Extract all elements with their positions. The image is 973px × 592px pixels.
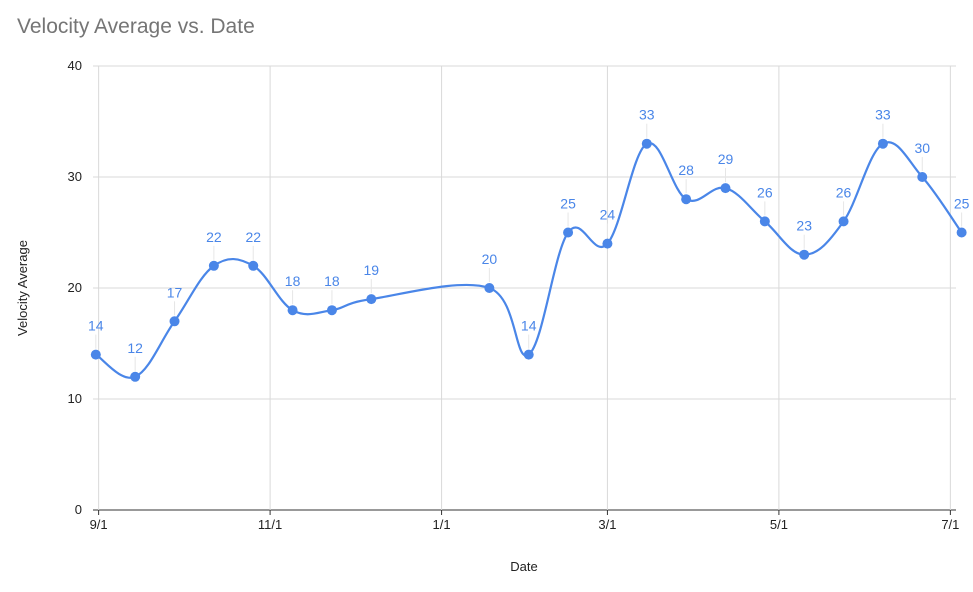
data-point — [208, 260, 219, 271]
data-label: 28 — [678, 162, 694, 178]
data-point — [90, 349, 101, 360]
y-tick-label: 10 — [68, 391, 82, 406]
data-point — [877, 138, 888, 149]
data-point — [484, 283, 495, 293]
data-label: 26 — [757, 184, 773, 200]
data-label: 12 — [127, 340, 143, 356]
chart-title: Velocity Average vs. Date — [17, 15, 255, 38]
y-tick-label: 0 — [75, 502, 82, 517]
x-tick-label: 1/1 — [433, 517, 451, 532]
grid-layer — [93, 65, 956, 515]
data-point — [366, 294, 377, 305]
data-label: 29 — [718, 151, 734, 167]
y-tick-label: 40 — [68, 58, 82, 73]
data-label: 17 — [167, 284, 183, 300]
x-axis-label: Date — [510, 559, 537, 574]
data-label: 22 — [245, 229, 261, 245]
data-label: 23 — [796, 218, 812, 234]
x-tick-label: 11/1 — [258, 517, 282, 532]
data-label: 33 — [875, 107, 891, 123]
data-point — [563, 227, 574, 238]
data-point — [326, 305, 337, 316]
data-label: 22 — [206, 229, 222, 245]
data-label: 25 — [954, 196, 970, 212]
data-point — [248, 260, 259, 271]
x-tick-label: 3/1 — [598, 517, 616, 532]
data-point — [759, 216, 770, 227]
tick-layer: 0 10 20 30 40 9/1 11/1 1/1 3/1 5/1 7/1 — [68, 58, 960, 532]
data-label: 18 — [324, 273, 340, 289]
point-layer — [90, 138, 967, 382]
data-point — [917, 172, 928, 182]
data-label: 25 — [560, 196, 576, 212]
data-point — [838, 216, 849, 227]
data-point — [287, 305, 298, 316]
data-label: 14 — [88, 318, 104, 334]
data-point — [641, 138, 652, 149]
data-point — [130, 371, 141, 382]
data-label: 24 — [600, 207, 616, 223]
data-label: 14 — [521, 318, 537, 334]
x-tick-label: 5/1 — [770, 517, 788, 532]
data-point — [602, 238, 613, 249]
data-point — [523, 349, 534, 360]
data-point — [956, 227, 967, 238]
data-label: 18 — [285, 273, 301, 289]
label-layer: 14 12 17 22 22 18 18 19 20 14 25 24 33 28 29 26 23 26 33 30… — [88, 107, 970, 371]
data-label: 26 — [836, 184, 852, 200]
data-point — [169, 316, 180, 327]
data-point — [720, 183, 731, 194]
data-label: 30 — [914, 140, 930, 156]
x-tick-label: 7/1 — [941, 517, 959, 532]
data-label: 20 — [482, 251, 498, 267]
y-tick-label: 20 — [68, 280, 82, 295]
data-point — [681, 194, 692, 205]
y-axis-label: Velocity Average — [15, 240, 30, 336]
data-label: 19 — [364, 262, 380, 278]
data-label: 33 — [639, 107, 655, 123]
data-point — [799, 249, 810, 260]
x-tick-label: 9/1 — [90, 517, 108, 532]
y-tick-label: 30 — [68, 169, 82, 184]
